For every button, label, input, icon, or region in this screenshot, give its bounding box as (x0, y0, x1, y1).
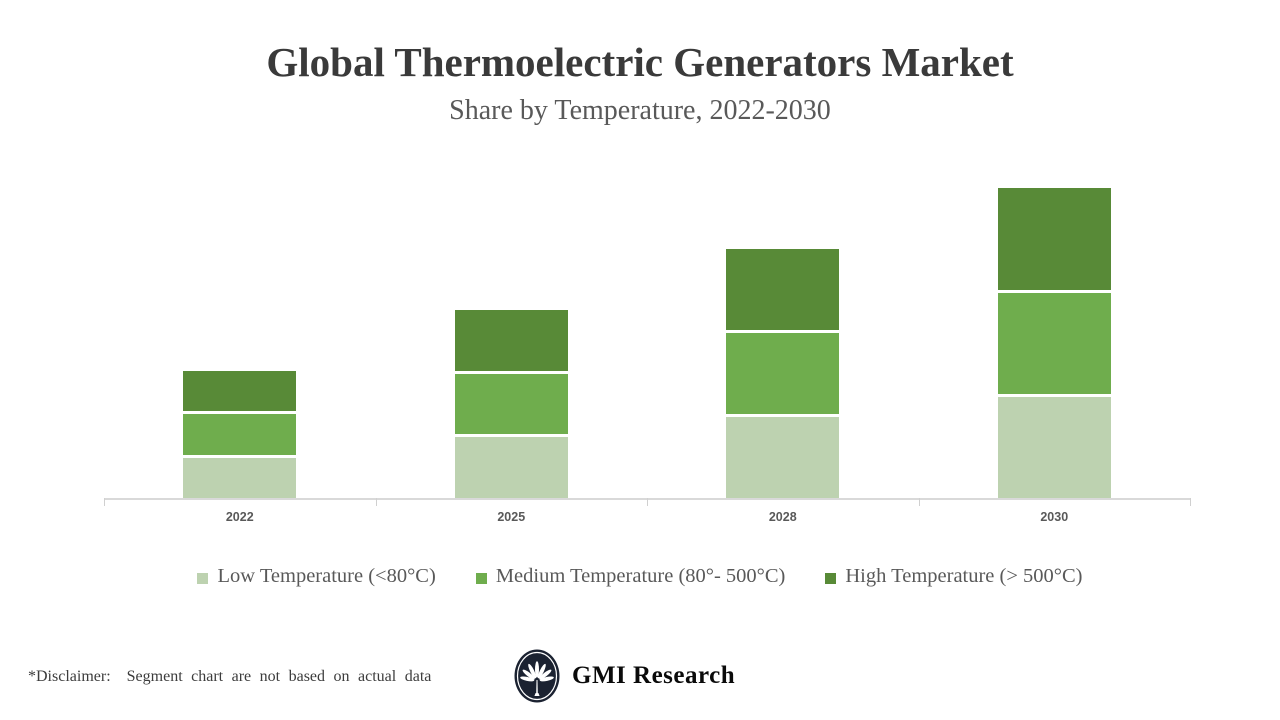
legend-label: Low Temperature (<80°C) (217, 565, 436, 587)
axis-tick (918, 498, 920, 506)
bar-group-2028 (647, 170, 919, 498)
legend-swatch-icon (825, 572, 837, 584)
bar-segment (454, 373, 568, 435)
legend-label: High Temperature (> 500°C) (845, 565, 1083, 587)
stacked-bar-2028 (726, 249, 840, 498)
bar-group-2022 (104, 170, 376, 498)
axis-tick (647, 498, 648, 506)
bar-segment (726, 249, 840, 330)
stacked-bar-2030 (997, 188, 1111, 498)
stacked-bar-2025 (454, 309, 568, 498)
bar-segment (997, 396, 1111, 498)
axis-tick (375, 498, 377, 506)
disclaimer-label: *Disclaimer: (28, 668, 111, 685)
axis-tick (104, 498, 105, 506)
legend-item: Medium Temperature (80°- 500°C) (475, 565, 786, 588)
stacked-bar-2022 (183, 370, 297, 498)
x-axis-label: 2030 (1040, 510, 1069, 524)
x-axis-label: 2022 (225, 510, 254, 524)
disclaimer-text: Segment chart are not based on actual da… (126, 668, 432, 685)
bar-segment (183, 457, 297, 498)
legend-swatch-icon (475, 572, 487, 584)
bar-segment (454, 309, 568, 371)
chart-subtitle: Share by Temperature, 2022-2030 (449, 95, 831, 126)
bar-segment (454, 437, 568, 498)
plot-area (104, 170, 1190, 498)
logo-text: GMI Research (572, 662, 736, 689)
legend-label: Medium Temperature (80°- 500°C) (495, 565, 786, 587)
logo-block: GMI Research (514, 649, 735, 703)
chart-title: Global Thermoelectric Generators Market (266, 39, 1014, 85)
gmi-palm-logo-icon (514, 649, 560, 703)
bar-segment (183, 414, 297, 455)
bar-segment (997, 292, 1111, 394)
legend-item: High Temperature (> 500°C) (825, 565, 1083, 588)
x-axis-labels: 2022 2025 2028 2030 (104, 510, 1190, 524)
bar-segment (183, 370, 297, 411)
x-axis-label: 2025 (497, 510, 526, 524)
bar-segment (726, 417, 840, 498)
bar-group-2025 (376, 170, 648, 498)
bar-group-2030 (919, 170, 1191, 498)
bar-segment (726, 333, 840, 414)
legend-item: Low Temperature (<80°C) (197, 565, 436, 588)
legend-swatch-icon (197, 572, 209, 584)
bar-segment (997, 188, 1111, 290)
x-axis-label: 2028 (768, 510, 797, 524)
legend: Low Temperature (<80°C) Medium Temperatur… (0, 565, 1280, 588)
disclaimer: *Disclaimer: Segment chart are not based … (28, 668, 431, 686)
axis-tick (1190, 498, 1191, 506)
